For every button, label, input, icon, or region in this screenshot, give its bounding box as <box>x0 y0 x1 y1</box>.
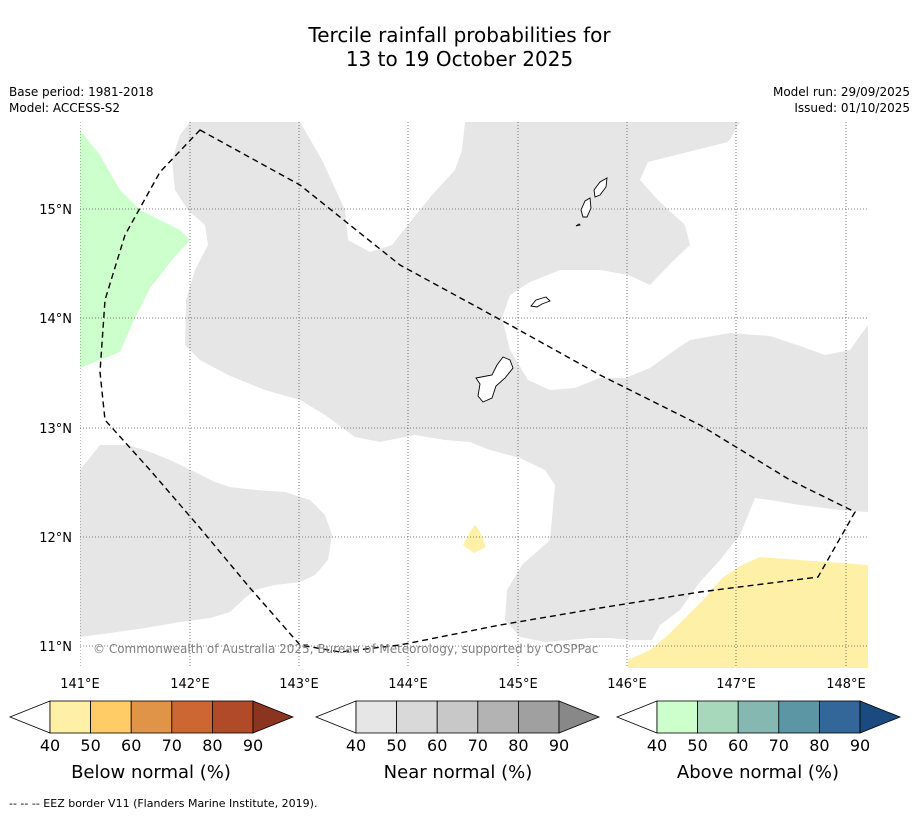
colorbar-tick: 70 <box>468 736 488 755</box>
colorbar-below-normal: 40 50 60 70 80 90 Below normal (%) <box>8 700 295 783</box>
colorbar-cap-low <box>8 700 51 734</box>
colorbar-cap-high <box>558 700 601 734</box>
island-aguijan <box>575 223 581 227</box>
issued-date: Issued: 01/10/2025 <box>794 101 910 115</box>
colorbar-label: Below normal (%) <box>71 762 231 783</box>
lon-labels: 141°E 142°E 143°E 144°E 145°E 146°E 147°… <box>60 677 866 692</box>
colorbar-cap-low <box>615 700 658 734</box>
colorbar-segment <box>737 700 780 734</box>
colorbar-label: Above normal (%) <box>677 762 839 783</box>
colorbar-tick: 70 <box>769 736 789 755</box>
colorbar-tick: 50 <box>687 736 707 755</box>
eez-border <box>99 129 856 653</box>
map-copyright: © Commonwealth of Australia 2025, Bureau… <box>93 642 598 656</box>
colorbar-segment <box>656 700 698 734</box>
lon-label: 143°E <box>279 677 319 692</box>
base-period: Base period: 1981-2018 <box>9 85 154 99</box>
islands <box>475 177 608 403</box>
colorbar-tick: 90 <box>850 736 870 755</box>
colorbar-segment <box>697 700 739 734</box>
colorbar-tick: 50 <box>80 736 100 755</box>
colorbar-tick: 80 <box>202 736 222 755</box>
map-area: © Commonwealth of Australia 2025, Bureau… <box>80 122 868 668</box>
island-tinian <box>580 197 592 218</box>
colorbar-cap-low <box>314 700 357 734</box>
lat-labels: 15°N 14°N 13°N 12°N 11°N <box>39 203 72 655</box>
colorbar-near-normal: 40 50 60 70 80 90 Near normal (%) <box>314 700 601 783</box>
lon-label: 147°E <box>716 677 756 692</box>
lon-label: 148°E <box>826 677 866 692</box>
colorbar-segment <box>518 700 560 734</box>
colorbar-above-normal: 40 50 60 70 80 90 Above normal (%) <box>615 700 902 783</box>
model-name: Model: ACCESS-S2 <box>9 101 121 115</box>
lon-label: 146°E <box>607 677 647 692</box>
lat-label: 14°N <box>39 312 72 327</box>
near-normal-region <box>172 122 868 642</box>
colorbar-segment <box>90 700 132 734</box>
colorbar-segment <box>130 700 173 734</box>
colorbar-segment <box>819 700 861 734</box>
lat-label: 13°N <box>39 422 72 437</box>
colorbar-tick: 80 <box>508 736 528 755</box>
colorbar-tick: 40 <box>346 736 366 755</box>
chart-title-line1: Tercile rainfall probabilities for <box>308 23 611 47</box>
lon-label: 144°E <box>388 677 428 692</box>
footnote-eez: -- -- -- EEZ border V11 (Flanders Marine… <box>9 797 318 810</box>
lat-label: 11°N <box>39 640 72 655</box>
colorbar-segment <box>211 700 254 734</box>
colorbar-segment <box>49 700 91 734</box>
colorbar-segment <box>171 700 213 734</box>
island-rota <box>530 296 551 308</box>
colorbar-tick: 60 <box>121 736 141 755</box>
lon-label: 145°E <box>498 677 538 692</box>
colorbar-tick: 40 <box>647 736 667 755</box>
lat-label: 15°N <box>39 203 72 218</box>
lon-label: 142°E <box>170 677 210 692</box>
below-normal-region <box>463 525 486 553</box>
colorbar-tick: 70 <box>162 736 182 755</box>
above-normal-region <box>80 130 190 368</box>
colorbar-segment <box>436 700 479 734</box>
colorbar-tick: 60 <box>728 736 748 755</box>
colorbar-tick: 90 <box>549 736 569 755</box>
near-normal-region <box>80 445 332 637</box>
island-guam <box>475 356 514 403</box>
colorbar-cap-high <box>252 700 295 734</box>
lon-label: 141°E <box>60 677 100 692</box>
below-normal-region <box>628 557 868 668</box>
colorbar-segment <box>778 700 820 734</box>
colorbar-segment <box>477 700 519 734</box>
colorbar-label: Near normal (%) <box>384 762 533 783</box>
colorbar-tick: 60 <box>427 736 447 755</box>
gridlines <box>80 122 868 668</box>
colorbar-segment <box>355 700 397 734</box>
colorbar-tick: 50 <box>386 736 406 755</box>
colorbar-tick: 80 <box>809 736 829 755</box>
colorbar-segment <box>396 700 438 734</box>
lat-label: 12°N <box>39 531 72 546</box>
colorbar-tick: 40 <box>40 736 60 755</box>
colorbar-cap-high <box>859 700 902 734</box>
island-saipan <box>593 177 608 198</box>
colorbar-tick: 90 <box>243 736 263 755</box>
model-run: Model run: 29/09/2025 <box>772 85 910 99</box>
chart-title-line2: 13 to 19 October 2025 <box>345 47 574 71</box>
